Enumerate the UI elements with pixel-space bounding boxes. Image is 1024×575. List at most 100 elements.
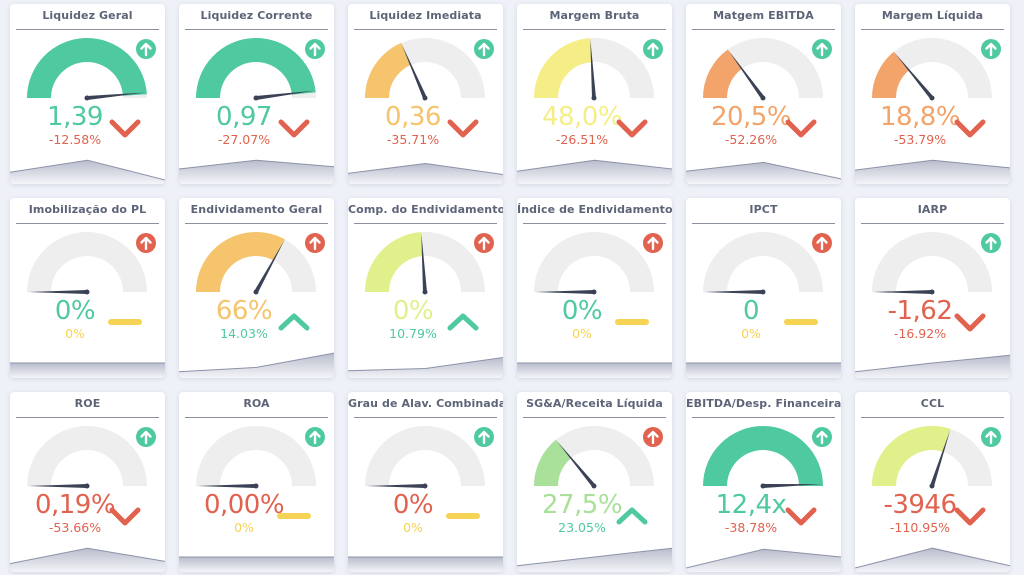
card-title: Liquidez Corrente (200, 9, 313, 22)
kpi-card-matgem-ebitda[interactable]: Matgem EBITDA 20,5% -52.26% (686, 4, 841, 184)
kpi-card-endividamento-geral[interactable]: Endividamento Geral 66% 14.03% (179, 198, 334, 378)
card-title: IARP (917, 203, 948, 216)
gauge-pivot (760, 289, 766, 295)
kpi-value: 0% (561, 296, 603, 326)
gauge (196, 426, 325, 489)
card-title: Comp. do Endividamento (348, 203, 503, 216)
kpi-value: 18,8% (879, 102, 961, 132)
gauge-needle (421, 233, 427, 293)
gauge-needle (762, 484, 822, 488)
kpi-change: -26.51% (555, 132, 609, 147)
gauge-track (703, 38, 823, 98)
sparkline (517, 159, 672, 184)
gauge-track (27, 232, 147, 292)
title-divider (16, 29, 159, 30)
kpi-card-ccl[interactable]: CCL -3946 -110.95% (855, 392, 1010, 572)
kpi-card-iarp[interactable]: IARP -1,62 -16.92% (855, 198, 1010, 378)
gauge-pivot (253, 483, 259, 489)
kpi-value: 0% (392, 296, 434, 326)
gauge-fill (196, 37, 316, 98)
kpi-card-ebitda-desp-financeira[interactable]: EBITDA/Desp. Financeira 12,4x -38.78% (686, 392, 841, 572)
gauge-fill (872, 426, 951, 486)
kpi-card-indice-de-endividamento[interactable]: Índice de Endividamento 0% 0% (517, 198, 672, 378)
sparkline-area (10, 160, 165, 184)
gauge-track (534, 426, 654, 486)
kpi-change: -110.95% (889, 520, 951, 535)
kpi-value: 1,39 (47, 102, 103, 132)
sparkline (348, 357, 503, 378)
card-title: Imobilização do PL (28, 203, 147, 216)
arrow-up-circle-icon (643, 427, 663, 447)
sparkline (517, 547, 672, 572)
kpi-card-roa[interactable]: ROA 0,00% 0% (179, 392, 334, 572)
arrow-up-circle-icon (305, 427, 325, 447)
kpi-card-sg-a-receita-liquida[interactable]: SG&A/Receita Líquida 27,5% 23.05% (517, 392, 672, 572)
gauge-fill (27, 37, 147, 98)
sparkline-area (348, 163, 503, 184)
card-title: IPCT (749, 203, 778, 216)
sparkline-area (10, 363, 165, 378)
gauge-fill (703, 426, 823, 486)
sparkline-area (517, 548, 672, 572)
kpi-card-margem-liquida[interactable]: Margem Líquida 18,8% -53.79% (855, 4, 1010, 184)
kpi-card-imobilizacao-do-pl[interactable]: Imobilização do PL 0% 0% (10, 198, 165, 378)
gauge-track (196, 426, 316, 486)
kpi-value: -3946 (883, 490, 957, 520)
gauge-pivot (929, 95, 935, 101)
arrow-up-circle-icon (981, 233, 1001, 253)
kpi-change: -38.78% (724, 520, 778, 535)
gauge-needle (704, 290, 763, 294)
sparkline-line (10, 547, 165, 565)
chevron-down-icon (954, 313, 986, 332)
kpi-card-liquidez-imediata[interactable]: Liquidez Imediata 0,36 -35.71% (348, 4, 503, 184)
chevron-down-icon (954, 507, 986, 526)
gauge-fill (703, 49, 742, 98)
sparkline-area (517, 160, 672, 184)
gauge-pivot (253, 95, 259, 101)
kpi-value: 66% (215, 296, 273, 326)
card-title: CCL (920, 397, 945, 410)
gauge-fill (196, 232, 285, 292)
sparkline (10, 362, 165, 378)
sparkline (179, 159, 334, 184)
kpi-value: 0,97 (216, 102, 272, 132)
title-divider (523, 29, 666, 30)
chevron-up-icon (278, 313, 310, 331)
sparkline-line (179, 352, 334, 373)
sparkline-line (348, 162, 503, 175)
gauge-fill (365, 42, 411, 98)
sparkline-line (855, 354, 1010, 373)
kpi-change: 0% (65, 326, 85, 341)
gauge (365, 426, 494, 489)
gauge-pivot (253, 289, 259, 295)
kpi-change: 14.03% (220, 326, 268, 341)
kpi-card-roe[interactable]: ROE 0,19% -53.66% (10, 392, 165, 572)
title-divider (354, 29, 497, 30)
kpi-value: 0,19% (34, 490, 116, 520)
title-divider (692, 29, 835, 30)
card-title: ROA (243, 397, 270, 410)
kpi-value: 27,5% (541, 490, 623, 520)
kpi-card-grau-de-alav-combinada[interactable]: Grau de Alav. Combinada 0% 0% (348, 392, 503, 572)
sparkline-area (348, 357, 503, 378)
kpi-change: -53.66% (48, 520, 102, 535)
kpi-card-ipct[interactable]: IPCT 0 0% (686, 198, 841, 378)
dash-icon (277, 513, 311, 519)
gauge-track (365, 426, 485, 486)
gauge-pivot (591, 483, 597, 489)
sparkline (855, 547, 1010, 572)
kpi-card-margem-bruta[interactable]: Margem Bruta 48,0% -26.51% (517, 4, 672, 184)
arrow-up-circle-icon (812, 233, 832, 253)
gauge (534, 232, 663, 295)
card-title: Grau de Alav. Combinada (348, 397, 503, 410)
card-title: Margem Líquida (881, 9, 984, 22)
kpi-card-liquidez-corrente[interactable]: Liquidez Corrente 0,97 -27.07% (179, 4, 334, 184)
sparkline-line (348, 357, 503, 372)
kpi-card-liquidez-geral[interactable]: Liquidez Geral 1,39 -12.58% (10, 4, 165, 184)
kpi-card-comp-do-endividamento[interactable]: Comp. do Endividamento 0% 10.79% (348, 198, 503, 378)
chevron-down-icon (278, 119, 310, 138)
sparkline-area (179, 353, 334, 378)
kpi-change: 0% (572, 326, 592, 341)
sparkline (179, 352, 334, 378)
kpi-value: -1,62 (887, 296, 953, 326)
